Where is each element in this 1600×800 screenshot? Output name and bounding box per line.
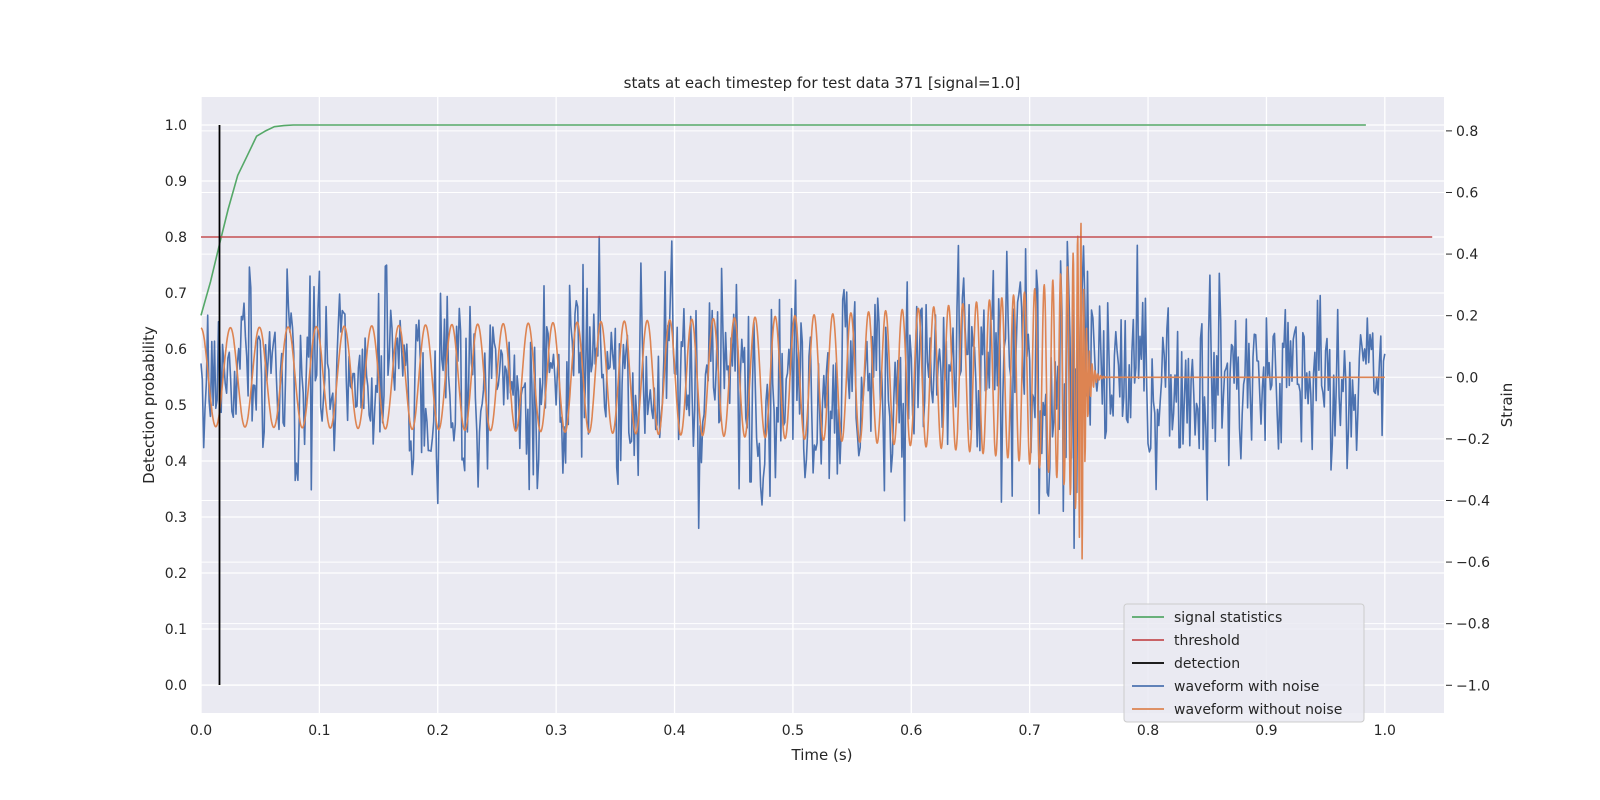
x-tick-label: 0.2 bbox=[427, 723, 449, 739]
y-tick-label: 0.4 bbox=[165, 454, 187, 470]
y2-tick-label: −1.0 bbox=[1456, 678, 1490, 694]
y-tick-label: 0.0 bbox=[165, 678, 187, 694]
y-tick-label: 0.9 bbox=[165, 174, 187, 190]
x-tick-label: 0.3 bbox=[545, 723, 567, 739]
y-tick-label: 1.0 bbox=[165, 118, 187, 134]
legend: signal statistics threshold detection wavef… bbox=[1123, 603, 1365, 723]
y-tick-label: 0.8 bbox=[165, 230, 187, 246]
x-tick-label: 0.7 bbox=[1019, 723, 1041, 739]
y2-tick-label: −0.4 bbox=[1456, 493, 1490, 509]
x-tick-label: 0.1 bbox=[308, 723, 330, 739]
waveform-with-noise-line bbox=[200, 235, 1386, 550]
legend-label: threshold bbox=[1174, 633, 1240, 649]
legend-label: signal statistics bbox=[1174, 610, 1282, 626]
y2-tick-label: −0.6 bbox=[1456, 555, 1490, 571]
y2-tick-label: 0.2 bbox=[1456, 309, 1478, 325]
y2-tick-label: 0.8 bbox=[1456, 124, 1478, 140]
legend-label: detection bbox=[1174, 656, 1240, 672]
x-tick-label: 0.5 bbox=[782, 723, 804, 739]
x-tick-label: 0.0 bbox=[190, 723, 212, 739]
y2-tick-label: −0.2 bbox=[1456, 432, 1490, 448]
x-tick-label: 0.9 bbox=[1255, 723, 1277, 739]
x-tick-label: 0.8 bbox=[1137, 723, 1159, 739]
x-tick-label: 0.6 bbox=[900, 723, 922, 739]
series-layer bbox=[200, 124, 1433, 685]
legend-label: waveform without noise bbox=[1174, 702, 1342, 718]
y-tick-label: 0.1 bbox=[165, 622, 187, 638]
y-tick-label: 0.2 bbox=[165, 566, 187, 582]
y-axis-label: Detection probability bbox=[140, 326, 158, 484]
x-axis-label: Time (s) bbox=[791, 746, 853, 764]
chart-title: stats at each timestep for test data 371… bbox=[624, 74, 1021, 92]
y2-tick-label: 0.6 bbox=[1456, 185, 1478, 201]
legend-box bbox=[1123, 603, 1365, 723]
y-axis-ticks: 0.0 0.1 0.2 0.3 0.4 0.5 0.6 0.7 0.8 0.9 1.0 bbox=[165, 118, 187, 694]
y2-axis-ticks: −1.0 −0.8 −0.6 −0.4 −0.2 0.0 0.2 0.4 0.6 0.8 bbox=[1446, 124, 1490, 694]
legend-label: waveform with noise bbox=[1174, 679, 1319, 695]
waveform-without-noise-line bbox=[200, 222, 1386, 560]
y2-tick-label: 0.4 bbox=[1456, 247, 1478, 263]
x-axis-ticks: 0.0 0.1 0.2 0.3 0.4 0.5 0.6 0.7 0.8 0.9 1.0 bbox=[190, 723, 1396, 739]
x-tick-label: 1.0 bbox=[1374, 723, 1396, 739]
x-tick-label: 0.4 bbox=[663, 723, 685, 739]
y-tick-label: 0.6 bbox=[165, 342, 187, 358]
signal-statistics-line bbox=[200, 124, 1366, 316]
y-tick-label: 0.3 bbox=[165, 510, 187, 526]
y2-axis-label: Strain bbox=[1498, 383, 1516, 427]
y2-tick-label: −0.8 bbox=[1456, 617, 1490, 633]
y-tick-label: 0.7 bbox=[165, 286, 187, 302]
y-tick-label: 0.5 bbox=[165, 398, 187, 414]
y2-tick-label: 0.0 bbox=[1456, 370, 1478, 386]
